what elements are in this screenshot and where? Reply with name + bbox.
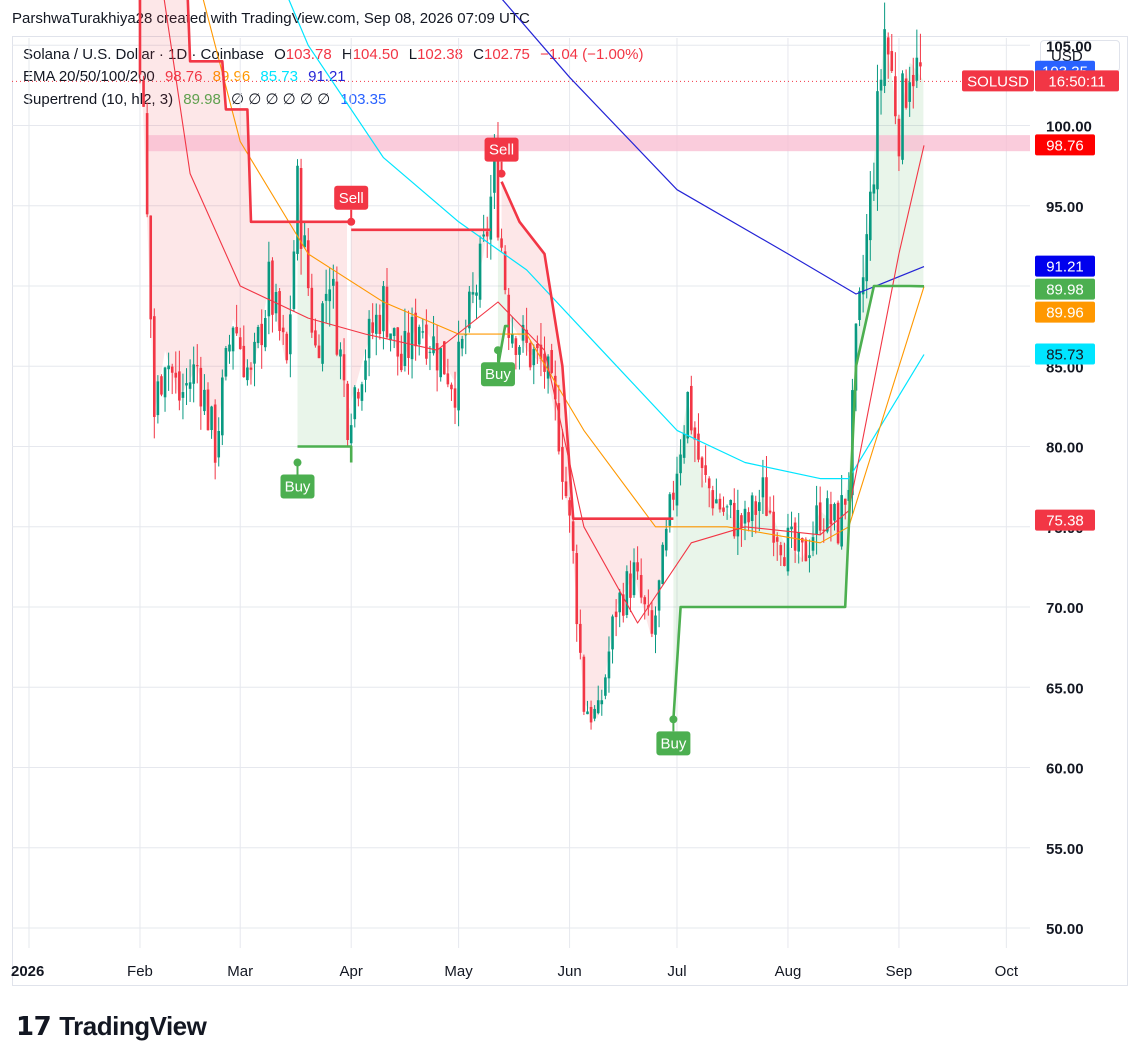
supertrend-value-down: 103.35: [340, 91, 387, 108]
high-value: 104.50: [352, 46, 399, 63]
close-value: 102.75: [484, 46, 530, 63]
chart-frame: [12, 36, 1128, 986]
close-label: C: [473, 46, 484, 63]
supertrend-legend[interactable]: Supertrend (10, hl2, 3) 89.98 ∅ ∅ ∅ ∅ ∅ …: [23, 90, 392, 108]
supertrend-value-up: 89.98: [183, 91, 221, 108]
ema-legend[interactable]: EMA 20/50/100/200 98.76 89.96 85.73 91.2…: [23, 68, 352, 85]
tradingview-logo-icon: 𝟭𝟳: [16, 1011, 52, 1041]
low-label: L: [408, 46, 418, 63]
currency-button[interactable]: USD: [1040, 40, 1120, 72]
ema200-value: 91.21: [308, 68, 346, 85]
high-label: H: [341, 46, 353, 63]
ema100-value: 85.73: [260, 68, 298, 85]
ema-label[interactable]: EMA 20/50/100/200: [23, 68, 155, 85]
logo-text: TradingView: [59, 1011, 207, 1041]
tradingview-logo: 𝟭𝟳 TradingView: [16, 1011, 207, 1042]
supertrend-null-values: ∅ ∅ ∅ ∅ ∅ ∅: [230, 91, 331, 108]
symbol-name[interactable]: Solana / U.S. Dollar · 1D · Coinbase: [23, 46, 264, 63]
open-value: 103.78: [285, 46, 332, 63]
symbol-legend[interactable]: Solana / U.S. Dollar · 1D · Coinbase O10…: [23, 46, 649, 63]
low-value: 102.38: [417, 46, 463, 63]
ema50-value: 89.96: [212, 68, 251, 85]
supertrend-label[interactable]: Supertrend (10, hl2, 3): [23, 91, 174, 108]
ema20-value: 98.76: [164, 68, 203, 85]
change-value: −1.04 (−1.00%): [540, 46, 644, 63]
chart-caption: ParshwaTurakhiya28 created with TradingV…: [12, 10, 530, 27]
open-label: O: [274, 46, 286, 63]
